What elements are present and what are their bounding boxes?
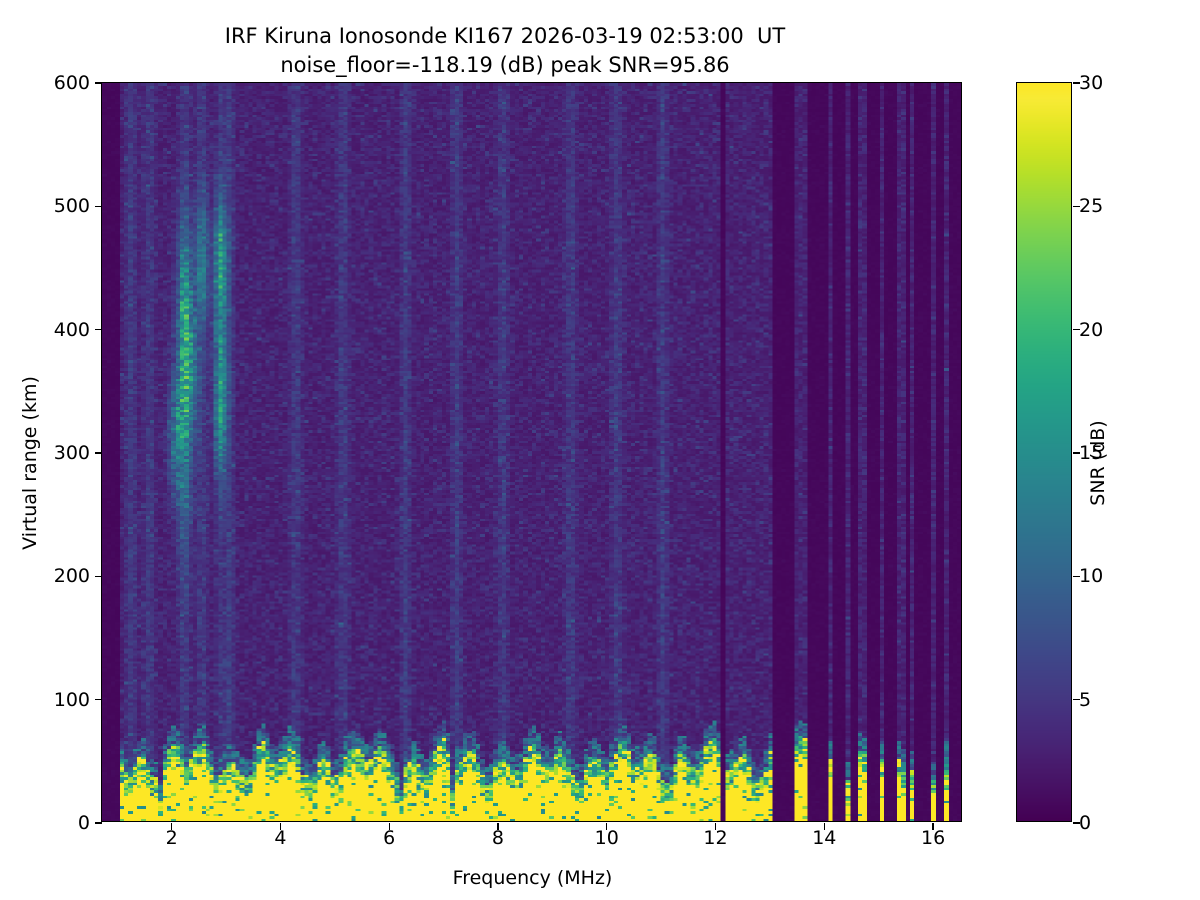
x-tick-label: 14 xyxy=(812,827,837,849)
x-tick-mark xyxy=(497,823,499,830)
colorbar-tick-mark xyxy=(1073,699,1080,701)
colorbar-tick-label: 25 xyxy=(1079,195,1104,218)
y-tick-label: 500 xyxy=(53,195,90,218)
y-tick-mark xyxy=(95,575,102,577)
y-tick-mark xyxy=(95,329,102,331)
x-tick-mark xyxy=(823,823,825,830)
ionogram-plot-area: 0 100 200 300 400 500 600 2 4 6 8 10 12 14 16 Virtual… xyxy=(19,72,962,889)
x-tick-mark xyxy=(170,823,173,830)
colorbar-tick-label: 20 xyxy=(1079,318,1104,341)
x-axis-label: Frequency (MHz) xyxy=(452,867,613,889)
colorbar-tick-mark xyxy=(1073,452,1080,454)
x-tick-label: 10 xyxy=(594,827,619,849)
colorbar-tick-mark xyxy=(1073,82,1080,84)
y-tick-mark xyxy=(95,822,102,824)
title-line-2: noise_floor=-118.19 (dB) peak SNR=95.86 xyxy=(280,53,730,77)
x-tick-label: 2 xyxy=(165,827,178,849)
x-tick-label: 8 xyxy=(491,827,504,849)
y-tick-label: 600 xyxy=(53,72,90,94)
colorbar-label: SNR (dB) xyxy=(1087,420,1109,506)
colorbar-tick-label: 10 xyxy=(1079,565,1104,588)
y-tick-label: 200 xyxy=(53,565,90,588)
x-tick-mark xyxy=(714,823,717,830)
y-tick-label: 400 xyxy=(53,318,90,341)
y-tick-label: 300 xyxy=(53,442,90,464)
title-line-1: IRF Kiruna Ionosonde KI167 2026-03-19 02… xyxy=(224,24,786,48)
y-tick-mark xyxy=(95,452,102,454)
colorbar-tick-mark xyxy=(1073,205,1080,207)
y-axis-label: Virtual range (km) xyxy=(19,376,41,550)
x-tick-mark xyxy=(932,823,934,830)
colorbar-tick-mark xyxy=(1073,329,1080,331)
colorbar-tick-mark xyxy=(1073,822,1080,824)
colorbar: 0 5 10 15 20 25 30 xyxy=(1016,72,1103,834)
colorbar-tick-label: 0 xyxy=(1079,812,1092,834)
y-tick-mark xyxy=(95,699,102,701)
colorbar-gradient xyxy=(1017,83,1071,821)
figure-title: IRF Kiruna Ionosonde KI167 2026-03-19 02… xyxy=(0,22,1010,80)
x-tick-label: 16 xyxy=(920,827,946,849)
x-tick-label: 6 xyxy=(383,827,396,849)
colorbar-tick-label: 15 xyxy=(1079,442,1104,464)
x-tick-label: 4 xyxy=(274,827,287,849)
y-tick-label: 100 xyxy=(53,688,90,711)
colorbar-tick-label: 5 xyxy=(1079,688,1092,711)
x-tick-label: 12 xyxy=(703,827,728,849)
x-tick-mark xyxy=(279,823,282,830)
y-tick-mark xyxy=(95,82,102,84)
colorbar-tick-label: 30 xyxy=(1079,72,1104,94)
x-tick-mark xyxy=(606,823,608,830)
x-tick-mark xyxy=(388,823,390,830)
colorbar-tick-mark xyxy=(1073,575,1080,577)
y-tick-mark xyxy=(95,205,102,207)
y-tick-label: 0 xyxy=(77,812,90,834)
ionogram-heatmap xyxy=(102,83,961,821)
